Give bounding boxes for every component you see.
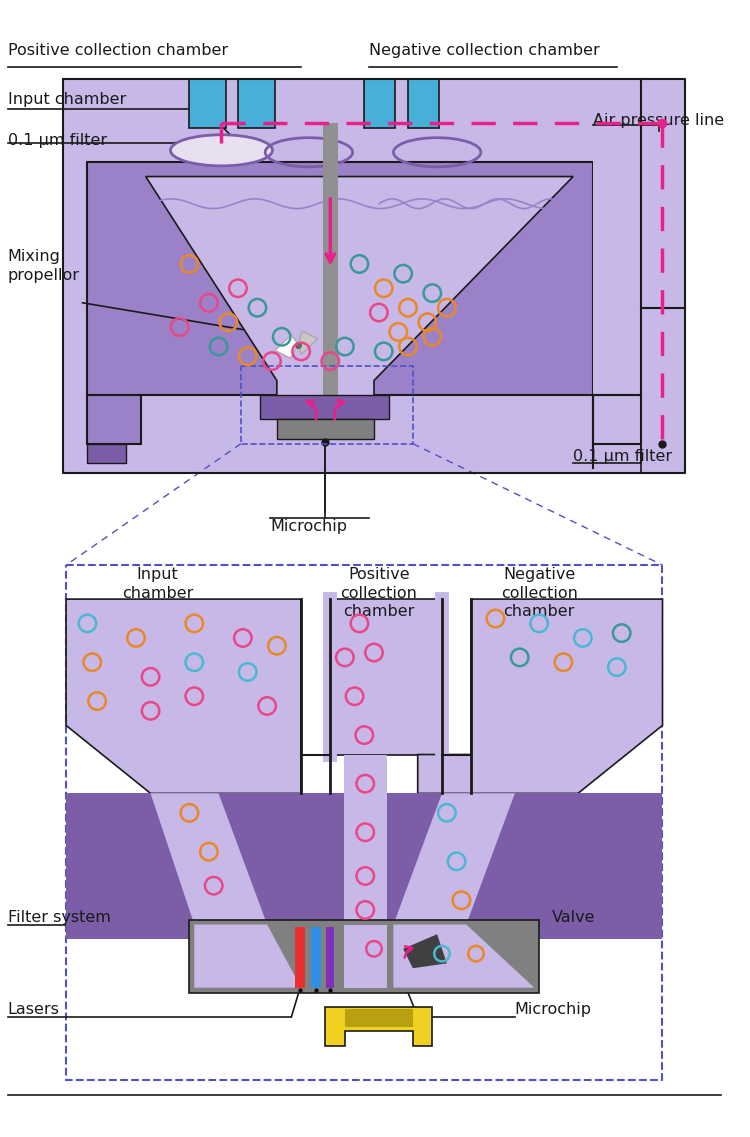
- Polygon shape: [151, 794, 267, 924]
- Polygon shape: [326, 928, 334, 988]
- Text: Negative collection chamber: Negative collection chamber: [369, 43, 600, 58]
- Polygon shape: [66, 599, 302, 794]
- Polygon shape: [88, 443, 126, 463]
- Polygon shape: [418, 599, 662, 794]
- Polygon shape: [88, 161, 592, 395]
- Polygon shape: [310, 928, 320, 988]
- Text: Input
chamber: Input chamber: [122, 567, 193, 600]
- Text: Input chamber: Input chamber: [8, 92, 126, 107]
- Polygon shape: [190, 920, 539, 993]
- Polygon shape: [238, 80, 275, 128]
- Text: Negative
collection
chamber: Negative collection chamber: [501, 567, 578, 620]
- Polygon shape: [298, 331, 318, 355]
- Text: Positive collection chamber: Positive collection chamber: [8, 43, 228, 58]
- Polygon shape: [394, 794, 514, 924]
- Polygon shape: [345, 1009, 412, 1027]
- Polygon shape: [344, 924, 386, 988]
- Polygon shape: [330, 599, 442, 755]
- Polygon shape: [260, 395, 388, 420]
- Polygon shape: [592, 395, 641, 443]
- Polygon shape: [190, 80, 226, 128]
- Text: 0.1 μm filter: 0.1 μm filter: [8, 133, 107, 148]
- Polygon shape: [404, 935, 447, 969]
- Polygon shape: [88, 395, 141, 443]
- Polygon shape: [326, 1007, 432, 1046]
- Polygon shape: [275, 335, 298, 358]
- Text: 0.1 μm filter: 0.1 μm filter: [573, 448, 672, 464]
- Ellipse shape: [170, 135, 272, 166]
- Text: Air pressure line: Air pressure line: [592, 114, 724, 128]
- Polygon shape: [146, 176, 573, 400]
- Polygon shape: [408, 80, 439, 128]
- Polygon shape: [344, 755, 386, 924]
- Polygon shape: [277, 420, 374, 439]
- Text: Mixing
propellor: Mixing propellor: [8, 249, 80, 283]
- Polygon shape: [394, 924, 534, 988]
- Text: Valve: Valve: [552, 910, 596, 924]
- Polygon shape: [63, 80, 685, 473]
- Polygon shape: [296, 928, 305, 988]
- Text: Filter system: Filter system: [8, 910, 111, 924]
- Polygon shape: [592, 80, 685, 395]
- Text: Microchip: Microchip: [514, 1002, 592, 1018]
- Polygon shape: [66, 794, 662, 939]
- Text: Positive
collection
chamber: Positive collection chamber: [340, 567, 417, 620]
- Text: Microchip: Microchip: [270, 520, 347, 534]
- Polygon shape: [322, 123, 338, 400]
- Text: Lasers: Lasers: [8, 1002, 60, 1018]
- Polygon shape: [364, 80, 395, 128]
- Polygon shape: [194, 924, 302, 988]
